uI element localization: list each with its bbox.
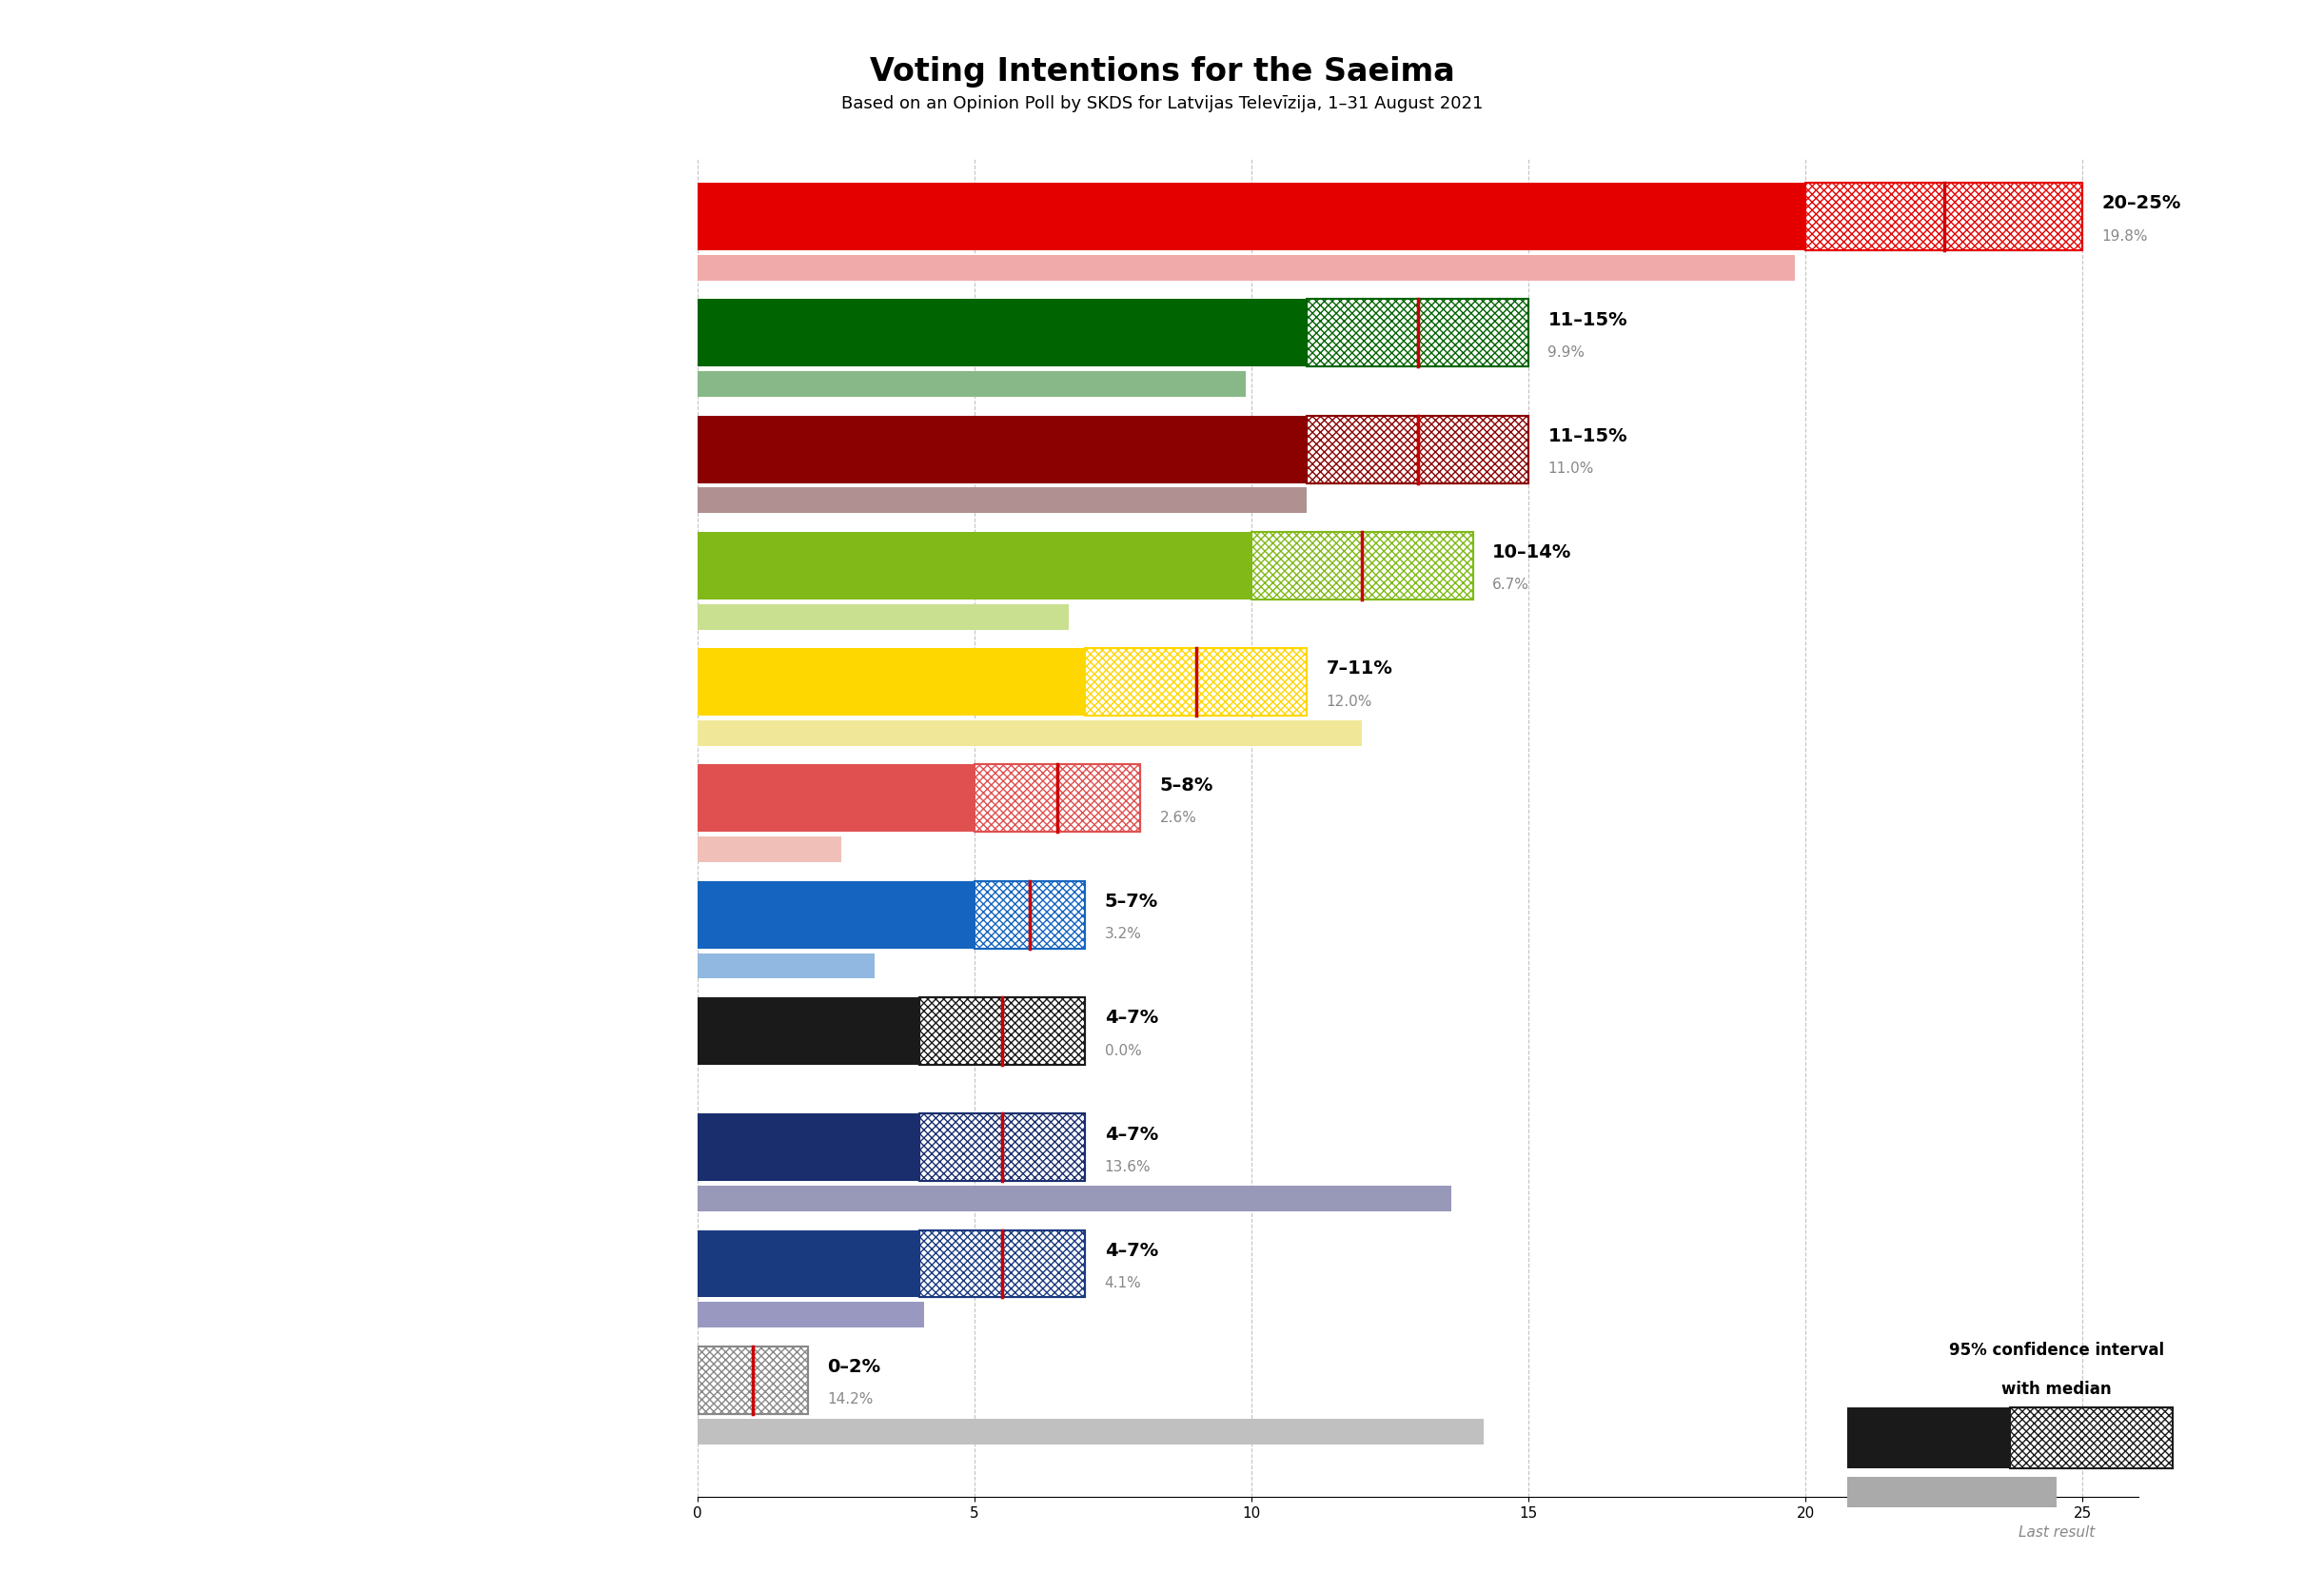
Bar bbox=[1085, 650, 1306, 716]
Bar bbox=[697, 721, 1362, 747]
Bar bbox=[697, 998, 918, 1065]
Bar bbox=[697, 766, 974, 833]
Bar bbox=[697, 256, 1794, 282]
Text: 19.8%: 19.8% bbox=[2103, 229, 2147, 244]
Text: 2.6%: 2.6% bbox=[1160, 810, 1197, 825]
Text: 95% confidence interval: 95% confidence interval bbox=[1950, 1340, 2164, 1358]
Text: 5–8%: 5–8% bbox=[1160, 775, 1213, 794]
Bar bbox=[697, 882, 974, 949]
Bar bbox=[1085, 650, 1306, 716]
Text: 4.1%: 4.1% bbox=[1104, 1275, 1141, 1290]
Bar bbox=[697, 532, 1250, 600]
Bar bbox=[697, 605, 1069, 630]
Bar bbox=[697, 1418, 1485, 1444]
Bar bbox=[918, 1114, 1085, 1181]
Bar bbox=[1250, 532, 1473, 600]
Text: 14.2%: 14.2% bbox=[827, 1391, 874, 1406]
Text: 5–7%: 5–7% bbox=[1104, 892, 1157, 911]
Text: 20–25%: 20–25% bbox=[2103, 194, 2182, 212]
Bar bbox=[918, 1231, 1085, 1297]
Bar bbox=[974, 882, 1085, 949]
Bar bbox=[697, 1231, 918, 1297]
Bar bbox=[697, 183, 1806, 252]
Bar bbox=[697, 416, 1306, 484]
Text: 11–15%: 11–15% bbox=[1548, 427, 1627, 446]
Text: 4–7%: 4–7% bbox=[1104, 1240, 1157, 1259]
Bar bbox=[697, 1186, 1450, 1212]
Text: 13.6%: 13.6% bbox=[1104, 1159, 1150, 1173]
Bar bbox=[1806, 183, 2082, 252]
Text: 0–2%: 0–2% bbox=[827, 1358, 881, 1375]
Text: 7–11%: 7–11% bbox=[1327, 659, 1392, 678]
Text: 12.0%: 12.0% bbox=[1327, 694, 1371, 708]
Bar bbox=[918, 1231, 1085, 1297]
Text: Based on an Opinion Poll by SKDS for Latvijas Televīzija, 1–31 August 2021: Based on an Opinion Poll by SKDS for Lat… bbox=[841, 96, 1483, 113]
Bar bbox=[918, 1114, 1085, 1181]
Bar bbox=[697, 837, 841, 863]
Text: 10–14%: 10–14% bbox=[1492, 543, 1571, 562]
Bar bbox=[697, 650, 1085, 716]
Bar bbox=[974, 766, 1141, 833]
Bar bbox=[1250, 532, 1473, 600]
Bar bbox=[697, 489, 1306, 514]
Text: with median: with median bbox=[2001, 1379, 2113, 1396]
Text: 6.7%: 6.7% bbox=[1492, 578, 1529, 592]
Bar bbox=[918, 998, 1085, 1065]
Bar bbox=[974, 766, 1141, 833]
FancyBboxPatch shape bbox=[1848, 1407, 2010, 1468]
Text: 4–7%: 4–7% bbox=[1104, 1008, 1157, 1027]
Bar bbox=[697, 299, 1306, 368]
Text: 0.0%: 0.0% bbox=[1104, 1043, 1141, 1057]
FancyBboxPatch shape bbox=[2010, 1407, 2173, 1468]
Bar bbox=[1306, 416, 1529, 484]
Text: Voting Intentions for the Saeima: Voting Intentions for the Saeima bbox=[869, 56, 1455, 88]
Text: 9.9%: 9.9% bbox=[1548, 345, 1585, 360]
Bar bbox=[974, 882, 1085, 949]
Text: Last result: Last result bbox=[2020, 1524, 2094, 1538]
Text: 11–15%: 11–15% bbox=[1548, 310, 1627, 328]
Bar bbox=[918, 998, 1085, 1065]
Bar bbox=[697, 1347, 809, 1414]
Bar bbox=[697, 1302, 925, 1328]
Text: 4–7%: 4–7% bbox=[1104, 1124, 1157, 1143]
Text: 3.2%: 3.2% bbox=[1104, 927, 1141, 941]
Bar bbox=[697, 954, 874, 979]
Text: 11.0%: 11.0% bbox=[1548, 462, 1594, 476]
Bar bbox=[1306, 299, 1529, 368]
Bar bbox=[1306, 416, 1529, 484]
Bar bbox=[697, 1347, 809, 1414]
Bar bbox=[1806, 183, 2082, 252]
Bar bbox=[1306, 299, 1529, 368]
Bar bbox=[697, 1114, 918, 1181]
FancyBboxPatch shape bbox=[1848, 1477, 2057, 1508]
Bar bbox=[697, 373, 1246, 398]
